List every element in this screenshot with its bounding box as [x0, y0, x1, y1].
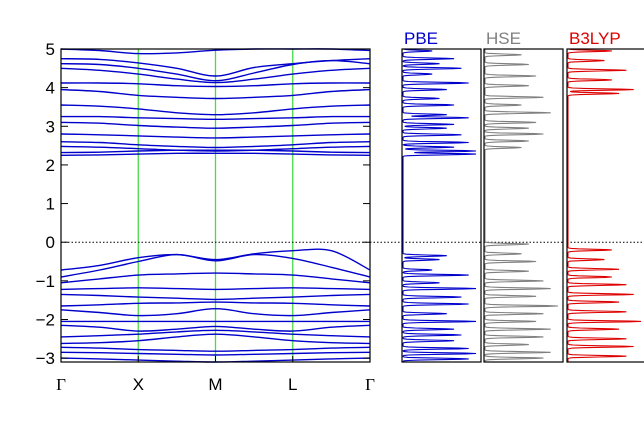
band-line-11 [60, 145, 371, 152]
band-line-2 [60, 59, 371, 82]
kpoint-label: Γ [365, 375, 375, 394]
band-line-9 [60, 133, 371, 139]
band-line-25 [60, 346, 371, 352]
band-line-19 [60, 301, 371, 307]
band-line-15 [60, 253, 371, 278]
y-tick-label: 2 [46, 156, 55, 175]
dos-panel-frame [566, 48, 644, 363]
kpoint-label: M [208, 375, 222, 394]
band-line-16 [60, 272, 371, 284]
dos-series-label-hse: HSE [486, 29, 521, 48]
band-line-13 [60, 152, 371, 156]
band-line-10 [60, 141, 371, 149]
dos-panels: PBE HSE B3LYP [370, 29, 644, 363]
band-structure-plot: −3 −2 −1 0 1 2 3 4 5 Γ X M L Γ [36, 40, 375, 394]
kpoint-label: Γ [56, 375, 66, 394]
dos-series-label-b3lyp: B3LYP [569, 29, 621, 48]
y-tick-label: 3 [46, 117, 55, 136]
band-line-22 [60, 324, 371, 332]
band-line-24 [60, 333, 371, 345]
y-tick-label: 5 [46, 40, 55, 59]
dos-curve-pbe [402, 48, 477, 362]
dos-series-label-pbe: PBE [404, 29, 438, 48]
y-tick-label: 4 [46, 79, 55, 98]
band-line-17 [60, 287, 371, 291]
band-line-7 [60, 115, 371, 121]
y-tick-label: −3 [36, 349, 55, 368]
band-line-26 [60, 351, 371, 356]
y-tick-label: 1 [46, 195, 55, 214]
kpoint-label: X [133, 375, 144, 394]
band-line-6 [60, 104, 371, 116]
band-line-12 [60, 149, 371, 154]
band-line-18 [60, 293, 371, 301]
band-line-8 [60, 121, 371, 129]
band-line-4 [60, 82, 371, 88]
band-line-23 [60, 329, 371, 338]
band-line-14 [60, 248, 371, 271]
y-tick-label: 0 [46, 233, 55, 252]
kpoint-label: L [288, 375, 297, 394]
band-line-20 [60, 307, 371, 317]
band-line-3 [60, 67, 371, 84]
y-tick-label: −1 [36, 272, 55, 291]
dos-panel-frame [483, 48, 564, 363]
dos-curve-b3lyp [567, 48, 642, 362]
y-tick-label: −2 [36, 310, 55, 329]
band-line-5 [60, 88, 371, 100]
dos-curve-hse [484, 49, 559, 362]
dos-panel-frame [401, 48, 482, 363]
